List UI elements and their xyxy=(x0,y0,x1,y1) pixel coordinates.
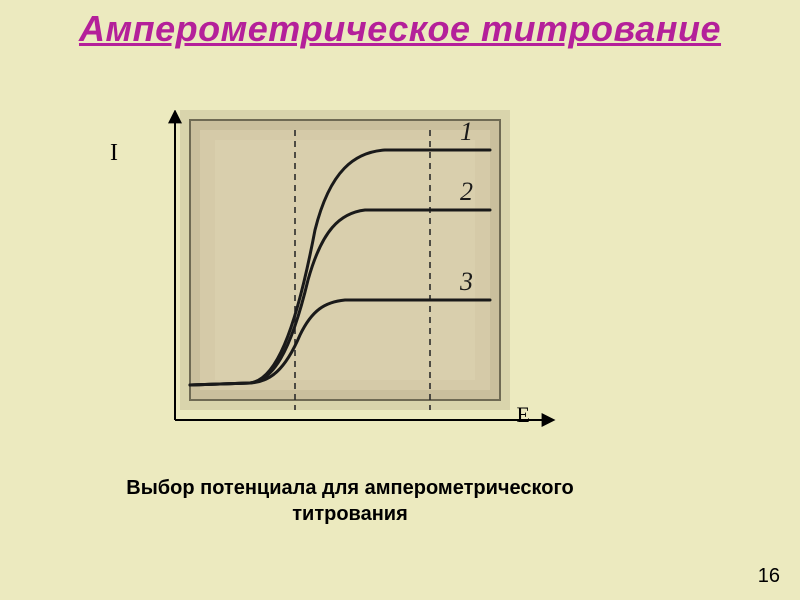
curve-label-3: 3 xyxy=(459,267,473,296)
y-axis-label: I xyxy=(110,140,118,167)
curve-label-1: 1 xyxy=(460,117,473,146)
figure-caption: Выбор потенциала для амперометрического … xyxy=(120,475,580,527)
page-title: Амперометрическое титрование xyxy=(0,8,800,50)
slide: Амперометрическое титрование I E xyxy=(0,0,800,600)
curve-label-2: 2 xyxy=(460,177,473,206)
slide-number: 16 xyxy=(758,565,780,588)
chart-paper-inner xyxy=(215,140,475,380)
chart-svg: 1 2 3 xyxy=(130,110,570,450)
x-axis-label: E xyxy=(517,402,530,428)
figure-area: I E xyxy=(130,110,570,450)
